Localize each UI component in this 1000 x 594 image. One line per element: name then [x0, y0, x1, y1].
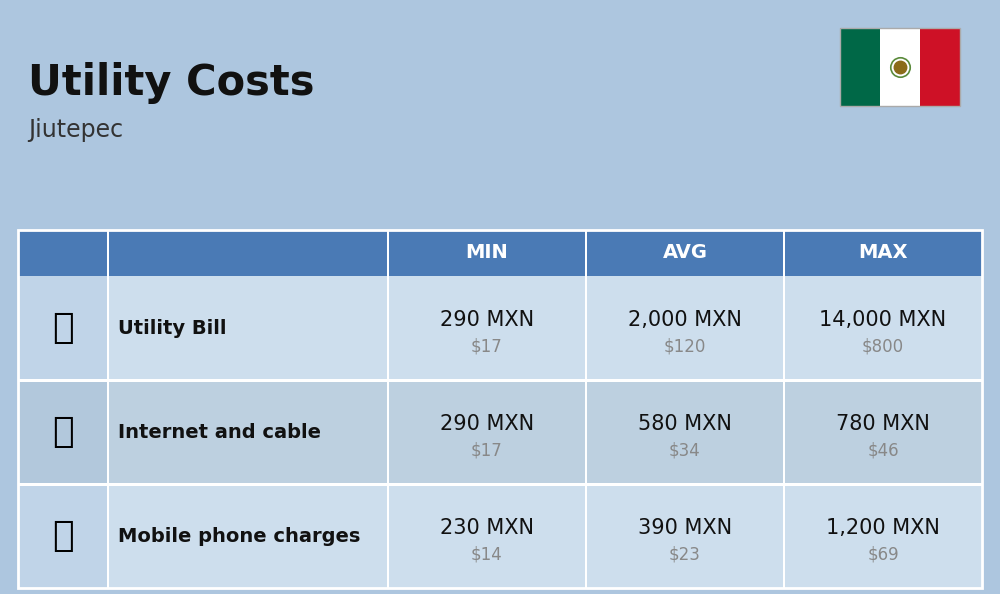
Text: 580 MXN: 580 MXN: [638, 413, 732, 434]
Text: MAX: MAX: [858, 244, 908, 263]
Bar: [585, 230, 587, 276]
Bar: [840, 28, 960, 106]
Bar: [387, 276, 389, 380]
Bar: [387, 230, 389, 276]
Bar: [840, 28, 880, 106]
Bar: [18, 482, 982, 485]
Text: 📱: 📱: [52, 519, 74, 553]
Text: Utility Bill: Utility Bill: [118, 318, 226, 337]
Bar: [18, 378, 982, 381]
Text: MIN: MIN: [466, 244, 508, 263]
Text: $69: $69: [867, 546, 899, 564]
Bar: [585, 484, 587, 588]
Bar: [108, 276, 982, 380]
Bar: [387, 484, 389, 588]
Text: $17: $17: [471, 442, 503, 460]
Text: $14: $14: [471, 546, 503, 564]
Text: 390 MXN: 390 MXN: [638, 518, 732, 538]
Text: Mobile phone charges: Mobile phone charges: [118, 526, 360, 545]
Bar: [18, 230, 982, 588]
Text: 📶: 📶: [52, 415, 74, 449]
Bar: [585, 380, 587, 484]
Text: $46: $46: [867, 442, 899, 460]
Text: Utility Costs: Utility Costs: [28, 62, 314, 104]
Text: 230 MXN: 230 MXN: [440, 518, 534, 538]
Bar: [18, 230, 982, 276]
Text: 780 MXN: 780 MXN: [836, 413, 930, 434]
Text: 2,000 MXN: 2,000 MXN: [628, 309, 742, 330]
Bar: [107, 380, 109, 484]
Bar: [18, 276, 108, 380]
Text: Jiutepec: Jiutepec: [28, 118, 123, 142]
Text: $34: $34: [669, 442, 701, 460]
Bar: [107, 276, 109, 380]
Bar: [387, 380, 389, 484]
Text: 290 MXN: 290 MXN: [440, 413, 534, 434]
Bar: [783, 276, 785, 380]
Text: $17: $17: [471, 338, 503, 356]
Bar: [920, 28, 960, 106]
Text: Internet and cable: Internet and cable: [118, 422, 321, 441]
Bar: [783, 230, 785, 276]
Bar: [107, 230, 109, 276]
Text: 14,000 MXN: 14,000 MXN: [819, 309, 947, 330]
Bar: [783, 380, 785, 484]
Bar: [18, 484, 108, 588]
Bar: [107, 484, 109, 588]
Bar: [880, 28, 920, 106]
Bar: [108, 484, 982, 588]
Text: $120: $120: [664, 338, 706, 356]
Text: $800: $800: [862, 338, 904, 356]
Bar: [18, 380, 108, 484]
Text: $23: $23: [669, 546, 701, 564]
Bar: [108, 380, 982, 484]
Text: 🔧: 🔧: [52, 311, 74, 345]
Text: AVG: AVG: [662, 244, 708, 263]
Text: 290 MXN: 290 MXN: [440, 309, 534, 330]
Bar: [783, 484, 785, 588]
Bar: [585, 276, 587, 380]
Text: 1,200 MXN: 1,200 MXN: [826, 518, 940, 538]
